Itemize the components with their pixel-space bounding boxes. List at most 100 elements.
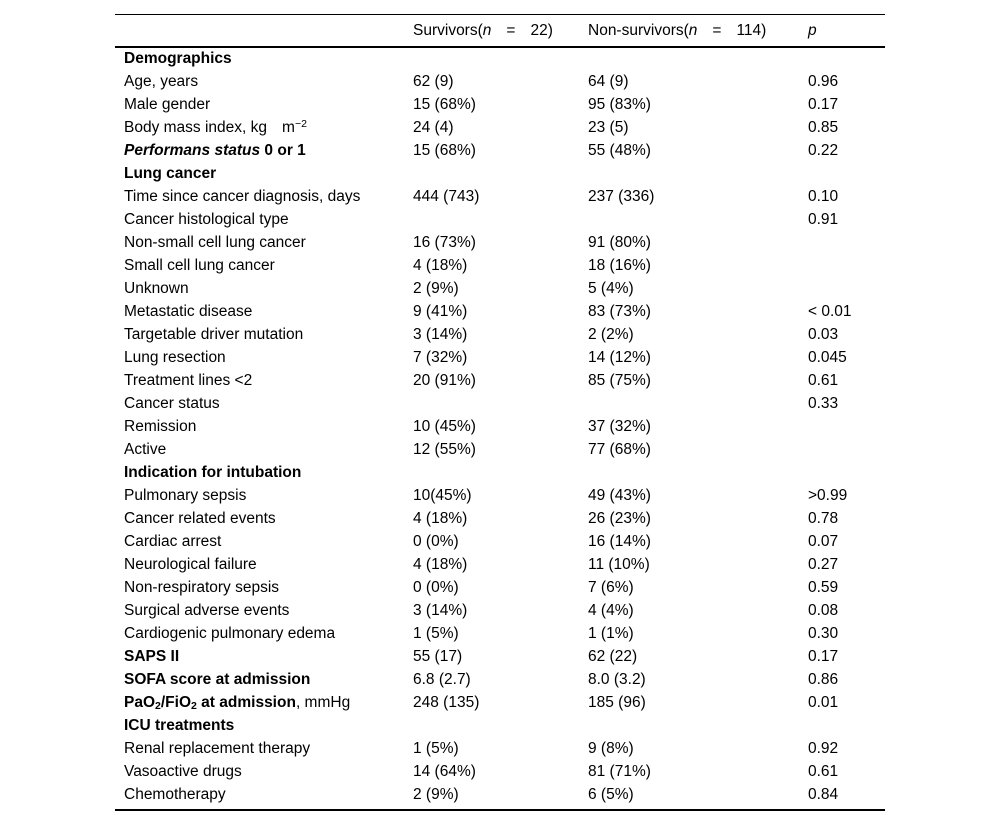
- survivors-vs-nonsurvivors-table: Survivors(n = 22) Non-survivors(n = 114) p Dem…: [115, 15, 885, 806]
- row-label-cell: Remission: [124, 417, 197, 435]
- row-label-cell: Surgical adverse events: [124, 601, 290, 619]
- p-value-cell: 0.08: [808, 601, 839, 619]
- nonsurvivors-value-cell: 2 (2%): [588, 325, 634, 343]
- row-label-cell: Lung resection: [124, 348, 226, 366]
- p-value-cell: [808, 714, 885, 737]
- survivors-value-cell: 2 (9%): [413, 785, 459, 803]
- row-label-cell: Targetable driver mutation: [124, 325, 304, 343]
- p-value-cell: [808, 162, 885, 185]
- table-row: SAPS II 55 (17) 62 (22) 0.17: [115, 645, 885, 668]
- p-value-cell: 0.92: [808, 739, 839, 757]
- row-label-cell: Age, years: [124, 72, 199, 90]
- table-row: Small cell lung cancer 4 (18%) 18 (16%): [115, 254, 885, 277]
- nonsurvivors-value-cell: [588, 714, 808, 737]
- table-row: Chemotherapy 2 (9%) 6 (5%) 0.84: [115, 783, 885, 806]
- table-row: Metastatic disease 9 (41%) 83 (73%) < 0.01: [115, 300, 885, 323]
- nonsurvivors-value-cell: 26 (23%): [588, 509, 651, 527]
- survivors-value-cell: [413, 714, 588, 737]
- survivors-value-cell: 15 (68%): [413, 95, 476, 113]
- table-row: Active 12 (55%) 77 (68%): [115, 438, 885, 461]
- p-value-cell: [808, 461, 885, 484]
- nonsurvivors-value-cell: 237 (336): [588, 187, 655, 205]
- nonsurvivors-value-cell: 62 (22): [588, 647, 638, 665]
- p-value-cell: [808, 231, 885, 254]
- nonsurvivors-value-cell: [588, 208, 808, 231]
- p-value-cell: 0.59: [808, 578, 839, 596]
- table-row: Indication for intubation: [115, 461, 885, 484]
- row-label-cell: Male gender: [124, 95, 211, 113]
- p-value-cell: 0.61: [808, 762, 839, 780]
- row-label-cell: Lung cancer: [124, 164, 217, 182]
- survivors-value-cell: 15 (68%): [413, 141, 476, 159]
- row-label-cell: Cardiogenic pulmonary edema: [124, 624, 336, 642]
- p-value-cell: 0.86: [808, 670, 839, 688]
- p-value-cell: 0.96: [808, 72, 839, 90]
- row-label-cell: Performans status 0 or 1: [124, 141, 306, 159]
- row-label-cell: Time since cancer diagnosis, days: [124, 187, 361, 205]
- survivors-value-cell: [413, 392, 588, 415]
- row-label-cell: ICU treatments: [124, 716, 235, 734]
- nonsurvivors-value-cell: [588, 392, 808, 415]
- survivors-value-cell: 16 (73%): [413, 233, 476, 251]
- row-label-cell: Body mass index, kg m−2: [124, 117, 307, 136]
- table-header: Survivors(n = 22) Non-survivors(n = 114) p: [115, 15, 885, 47]
- table-row: Neurological failure 4 (18%) 11 (10%) 0.27: [115, 553, 885, 576]
- table-row: Lung resection 7 (32%) 14 (12%) 0.045: [115, 346, 885, 369]
- row-label-cell: Small cell lung cancer: [124, 256, 275, 274]
- p-value-cell: 0.01: [808, 693, 839, 711]
- survivors-value-cell: 4 (18%): [413, 256, 468, 274]
- survivors-value-cell: 62 (9): [413, 72, 454, 90]
- row-label-cell: Renal replacement therapy: [124, 739, 311, 757]
- row-label-cell: Metastatic disease: [124, 302, 253, 320]
- p-value-cell: 0.85: [808, 118, 839, 136]
- table-row: Male gender 15 (68%) 95 (83%) 0.17: [115, 93, 885, 116]
- row-label-cell: SOFA score at admission: [124, 670, 311, 688]
- survivors-value-cell: 10 (45%): [413, 417, 476, 435]
- table-row: Cancer related events 4 (18%) 26 (23%) 0.78: [115, 507, 885, 530]
- p-value-cell: [808, 438, 885, 461]
- table-row: Cardiogenic pulmonary edema 1 (5%) 1 (1%) 0…: [115, 622, 885, 645]
- row-label-cell: Pulmonary sepsis: [124, 486, 247, 504]
- p-value-cell: 0.17: [808, 95, 839, 113]
- row-label-cell: Demographics: [124, 50, 232, 67]
- survivors-value-cell: 7 (32%): [413, 348, 468, 366]
- nonsurvivors-value-cell: 81 (71%): [588, 762, 651, 780]
- nonsurvivors-value-cell: 14 (12%): [588, 348, 651, 366]
- p-value-cell: [808, 277, 885, 300]
- survivors-value-cell: [413, 461, 588, 484]
- nonsurvivors-value-cell: [588, 47, 808, 70]
- table-row: Body mass index, kg m−2 24 (4) 23 (5) 0.85: [115, 116, 885, 139]
- table-row: Performans status 0 or 1 15 (68%) 55 (48%)…: [115, 139, 885, 162]
- survivors-value-cell: 20 (91%): [413, 371, 476, 389]
- p-value-cell: >0.99: [808, 486, 848, 504]
- survivors-value-cell: 0 (0%): [413, 578, 459, 596]
- survivors-value-cell: 6.8 (2.7): [413, 670, 471, 688]
- row-label-cell: Cancer related events: [124, 509, 276, 527]
- row-label-cell: Vasoactive drugs: [124, 762, 242, 780]
- table-row: Lung cancer: [115, 162, 885, 185]
- survivors-column-header: Survivors(n = 22): [413, 21, 553, 39]
- table-row: Remission 10 (45%) 37 (32%): [115, 415, 885, 438]
- survivors-value-cell: 9 (41%): [413, 302, 468, 320]
- nonsurvivors-column-header: Non-survivors(n = 114): [588, 21, 767, 39]
- p-value-cell: < 0.01: [808, 302, 852, 320]
- survivors-value-cell: 0 (0%): [413, 532, 459, 550]
- nonsurvivors-value-cell: 23 (5): [588, 118, 629, 136]
- table-row: ICU treatments: [115, 714, 885, 737]
- comparison-table-container: Survivors(n = 22) Non-survivors(n = 114) p Dem…: [115, 14, 885, 811]
- survivors-value-cell: 55 (17): [413, 647, 463, 665]
- p-value-cell: [808, 254, 885, 277]
- table-row: Surgical adverse events 3 (14%) 4 (4%) 0.08: [115, 599, 885, 622]
- p-value-cell: [808, 47, 885, 70]
- row-label-cell: Treatment lines <2: [124, 371, 253, 389]
- nonsurvivors-value-cell: 18 (16%): [588, 256, 651, 274]
- row-label-cell: Indication for intubation: [124, 463, 302, 481]
- survivors-value-cell: 10(45%): [413, 486, 472, 504]
- header-row: Survivors(n = 22) Non-survivors(n = 114) p: [115, 15, 885, 47]
- survivors-value-cell: 12 (55%): [413, 440, 476, 458]
- table-row: Unknown 2 (9%) 5 (4%): [115, 277, 885, 300]
- table-row: PaO2/FiO2 at admission, mmHg 248 (135) 185…: [115, 691, 885, 714]
- p-value-cell: 0.045: [808, 348, 847, 366]
- p-value-cell: 0.33: [808, 394, 839, 412]
- nonsurvivors-value-cell: [588, 461, 808, 484]
